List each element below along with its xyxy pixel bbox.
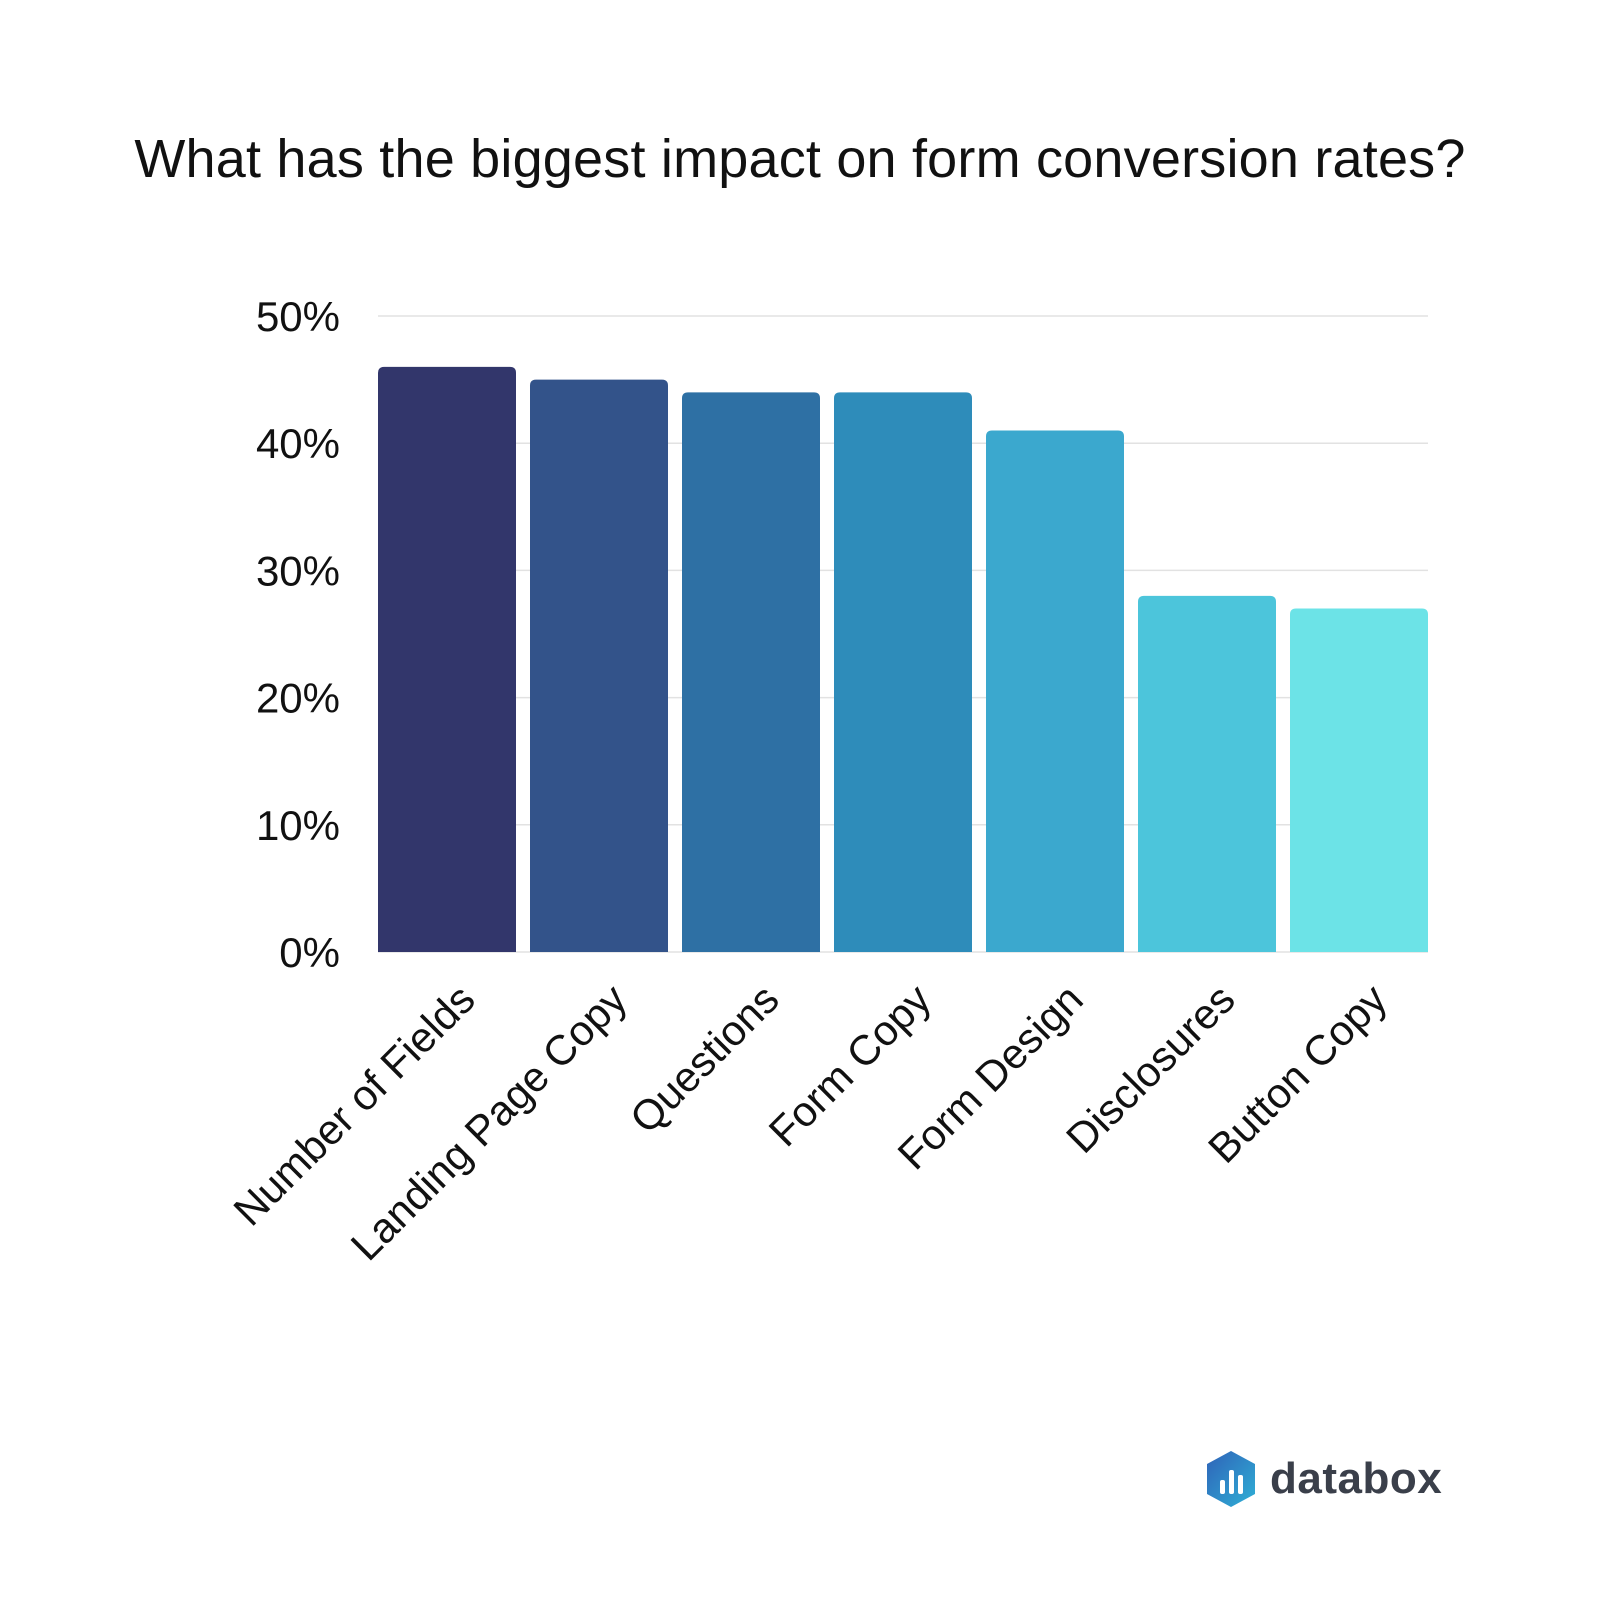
bar-landing-page-copy — [530, 379, 668, 953]
bar-button-copy — [1290, 608, 1428, 952]
brand-logo: databox — [1204, 1449, 1442, 1509]
y-axis: 0% 10% 20% 30% 40% 50% — [256, 293, 340, 976]
bar-form-design — [986, 430, 1124, 953]
y-tick-label: 50% — [256, 293, 340, 340]
bar-form-copy — [834, 392, 972, 952]
x-tick-label: Landing Page Copy — [342, 975, 636, 1269]
bar-number-of-fields — [378, 366, 516, 952]
x-tick-label: Questions — [621, 975, 788, 1142]
y-tick-label: 20% — [256, 675, 340, 722]
bar-disclosures — [1138, 595, 1276, 952]
y-tick-label: 0% — [279, 929, 340, 976]
y-tick-label: 10% — [256, 802, 340, 849]
brand-name: databox — [1270, 1454, 1443, 1503]
bars-layer — [378, 366, 1428, 953]
chart-title: What has the biggest impact on form conv… — [134, 129, 1466, 189]
y-tick-label: 30% — [256, 547, 340, 594]
bar-questions — [682, 392, 820, 952]
databox-logo-icon — [1207, 1451, 1255, 1507]
y-tick-label: 40% — [256, 420, 340, 467]
